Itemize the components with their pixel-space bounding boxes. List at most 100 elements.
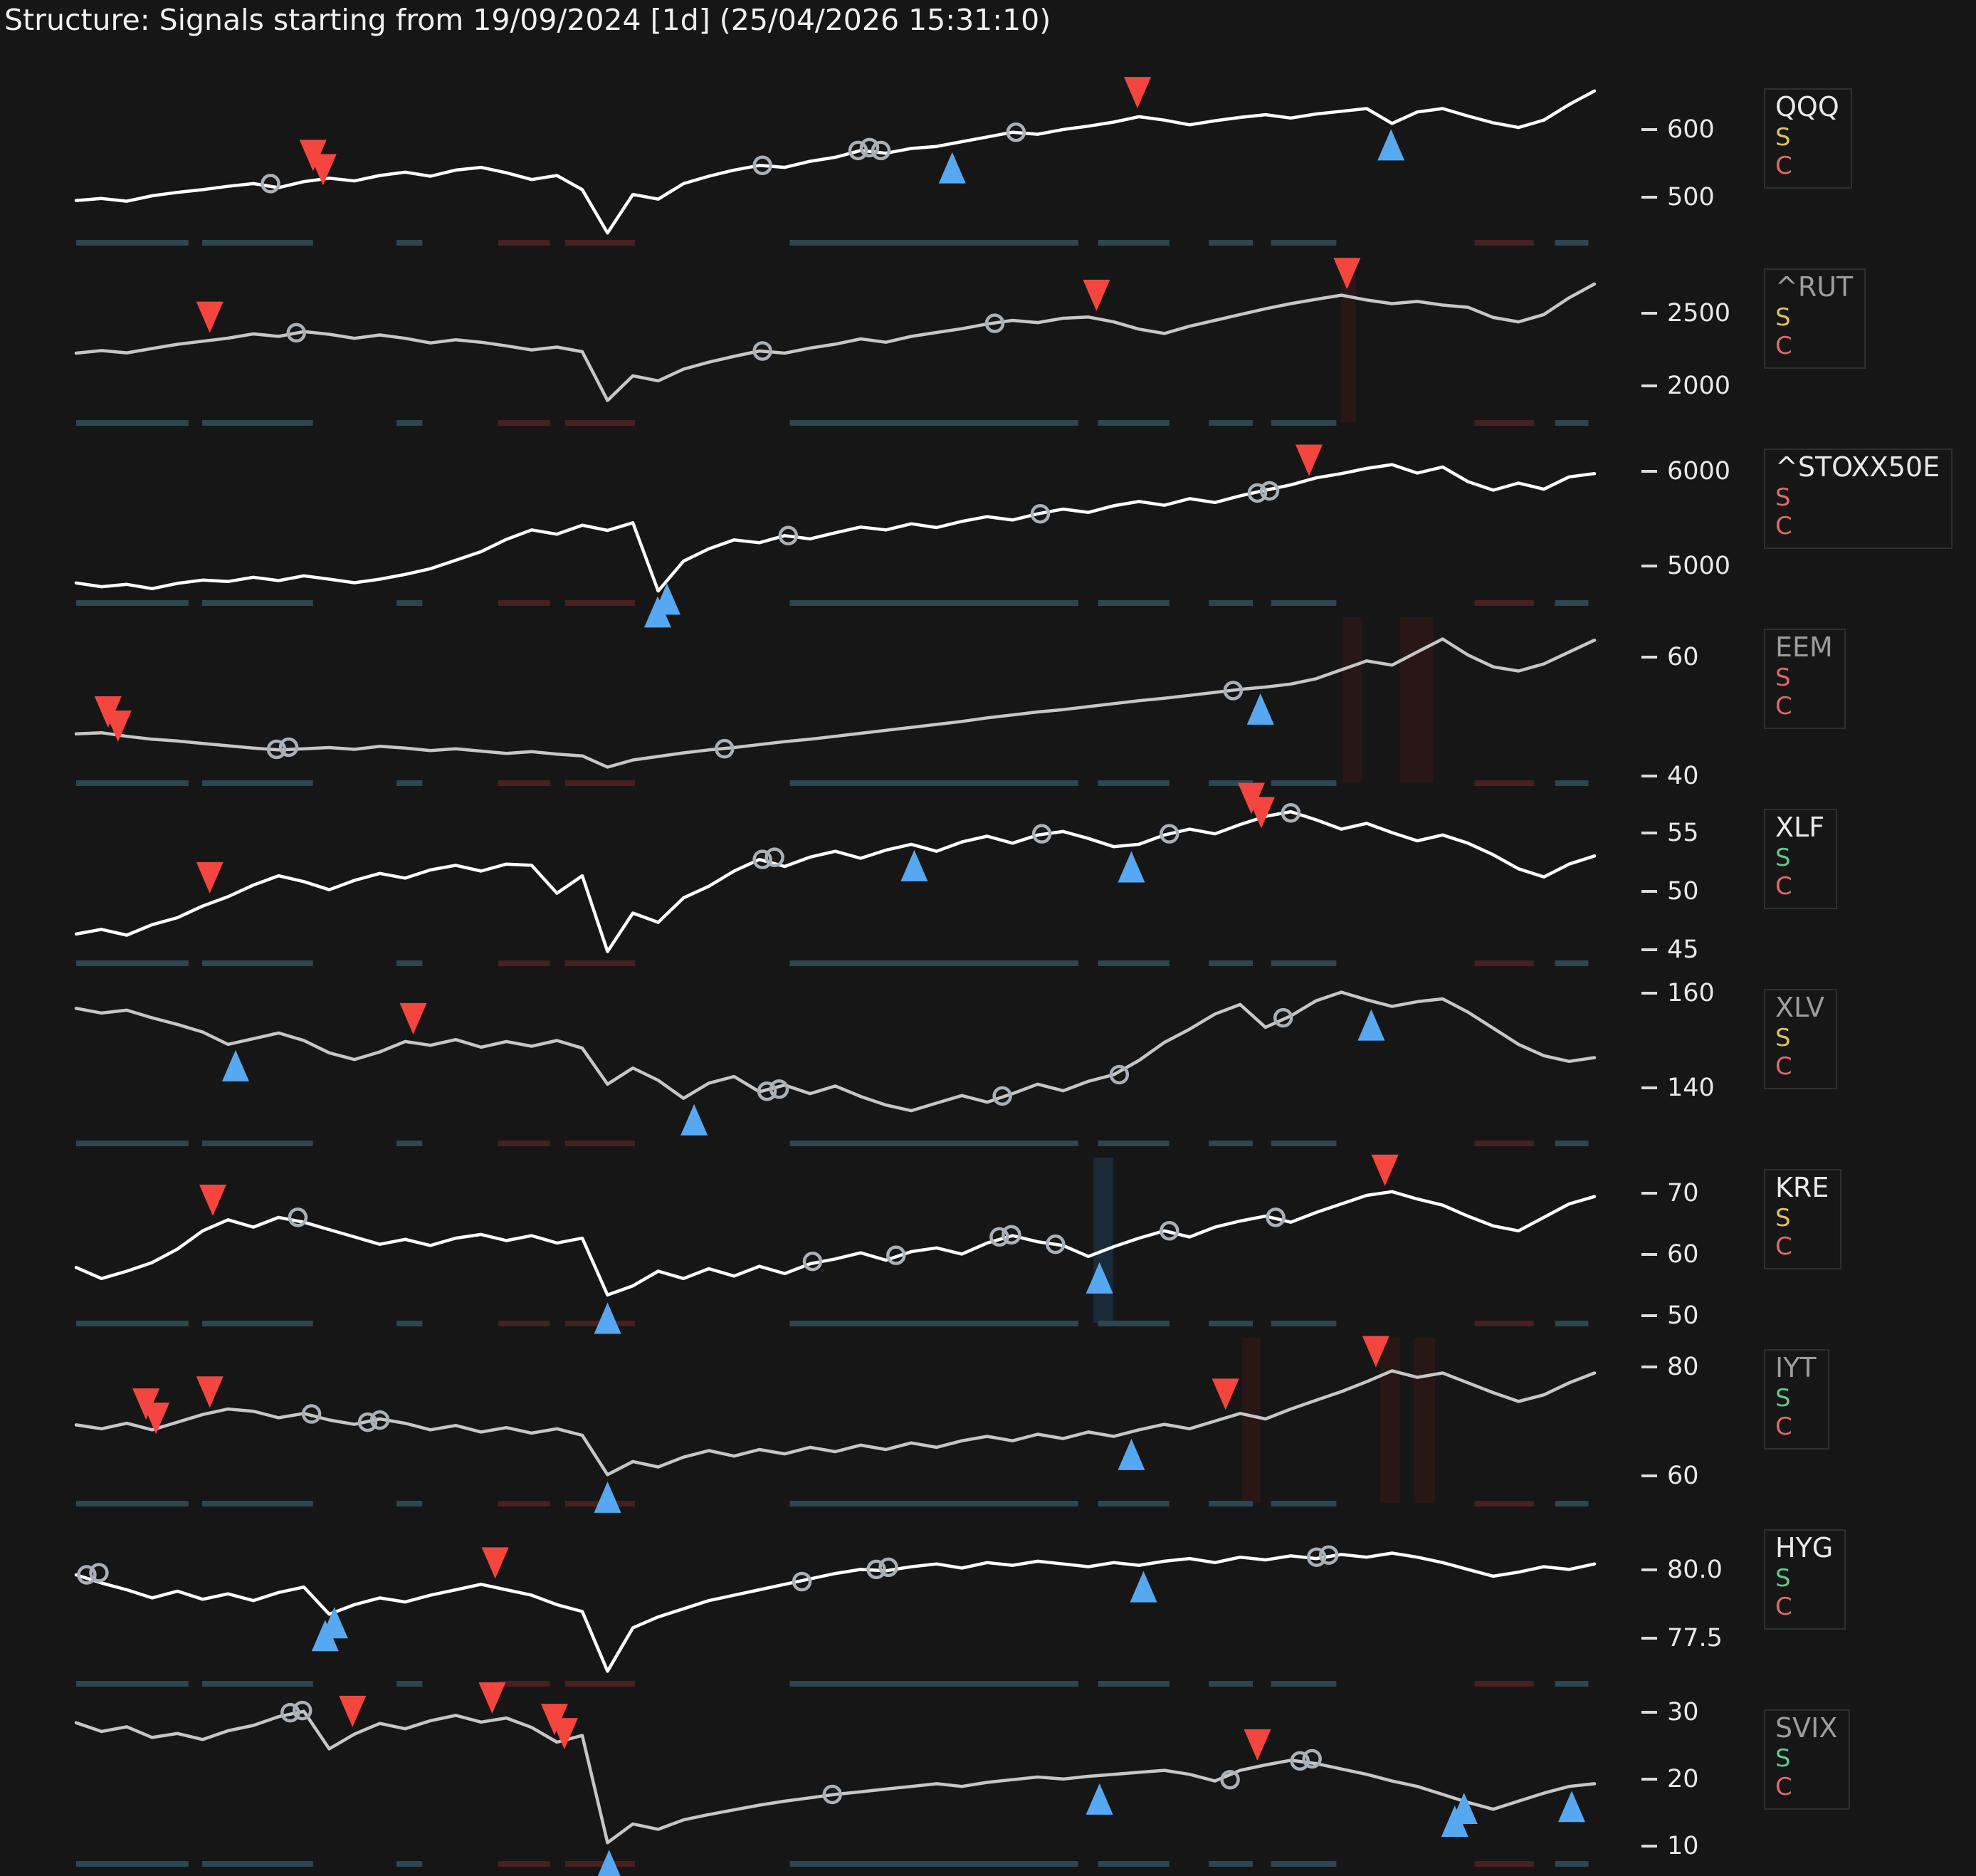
event-circle-icon [757,1081,777,1101]
y-tick-label: 80.0 [1667,1556,1723,1585]
event-circle-icon [1160,1221,1179,1241]
tick-mark [1641,565,1657,568]
y-axis-tick: 6000 [1641,457,1730,486]
y-tick-label: 2500 [1667,298,1731,327]
regime-strip-segment [202,1861,313,1867]
legend-series-c-label: C [1775,511,1792,540]
event-circle-icon [1223,681,1244,701]
chart-panel-IYT: 80 60 IYT S C [0,1308,1976,1513]
legend-series-c-label: C [1775,151,1792,180]
highlight-band [1414,1338,1436,1503]
legend-ticker-label: ^STOXX50E [1775,451,1940,483]
y-tick-label: 55 [1667,819,1699,848]
price-chart-RUT [74,257,1597,426]
sell-signal-icon [196,861,224,894]
legend-series-c-label: C [1775,691,1792,720]
buy-signal-icon [594,1302,621,1334]
regime-strip-segment [1271,240,1337,246]
tick-mark [1641,1568,1657,1572]
regime-strip-segment [564,1141,635,1146]
regime-strip-segment [1271,960,1337,966]
sell-signal-icon [199,1184,226,1216]
regime-strip-segment [76,1321,189,1326]
tick-mark [1641,127,1657,131]
regime-strip-segment [1474,240,1534,246]
y-axis-tick: 40 [1641,762,1699,790]
y-tick-label: 6000 [1667,457,1731,486]
regime-strip-segment [1555,1501,1589,1506]
event-circle-icon [369,1410,390,1430]
event-circle-icon [357,1412,378,1432]
regime-strip-segment [1098,1681,1170,1687]
regime-strip-segment [789,960,1078,966]
regime-strip-segment [1209,240,1254,246]
legend-series-c-label: C [1775,1232,1792,1261]
chart-panel-XLV: 160 140 XLV S C [0,948,1976,1146]
price-chart-XLF [74,782,1597,966]
price-line [74,282,1597,402]
legend-series-s-label: S [1775,843,1791,872]
regime-strip-segment [1098,1141,1170,1146]
tick-mark [1641,832,1657,835]
chart-panel-HYG: 80.0 77.5 HYG S C [0,1488,1976,1687]
legend-series-c-label: C [1775,1592,1792,1621]
y-axis-tick: 60 [1641,1240,1699,1269]
regime-strip-segment [76,780,189,786]
regime-strip-segment [202,600,313,606]
highlight-band [1399,617,1434,782]
tick-mark [1641,890,1657,893]
tick-mark [1641,656,1657,659]
regime-strip-segment [789,600,1078,606]
legend-RUT: ^RUT S C [1764,268,1866,370]
legend-XLV: XLV S C [1764,989,1838,1090]
legend-QQQ: QQQ S C [1764,88,1852,189]
event-circle-icon [301,1404,322,1424]
buy-signal-icon [1118,1438,1145,1470]
y-axis-tick: 50 [1641,877,1699,906]
regime-strip-segment [1209,1141,1254,1146]
legend-ticker-label: HYG [1775,1532,1834,1563]
tick-mark [1641,311,1657,315]
event-circle-icon [1031,824,1052,844]
regime-strip-segment [396,240,423,246]
sell-signal-icon [1371,1154,1399,1186]
regime-strip-segment [1098,240,1170,246]
event-circle-icon [266,739,287,760]
regime-strip-segment [1209,960,1254,966]
regime-strip-segment [202,1681,313,1687]
event-circle-icon [792,1571,812,1592]
buy-signal-icon [1377,129,1405,161]
regime-strip-segment [1474,1681,1534,1687]
legend-series-s-label: S [1775,1744,1791,1773]
event-circle-icon [278,737,299,758]
regime-strip-segment [1209,1321,1254,1326]
sell-signal-icon [339,1695,367,1727]
event-circle-icon [77,1565,97,1585]
regime-strip-segment [1271,1861,1337,1867]
event-circle-icon [1160,824,1179,844]
legend-series-s-label: S [1775,1563,1791,1593]
event-circle-icon [866,1559,886,1580]
y-tick-label: 500 [1667,182,1715,211]
regime-strip-segment [1474,1861,1534,1867]
regime-strip-segment [789,780,1078,786]
legend-series-c-label: C [1775,1772,1792,1801]
regime-strip-segment [789,1501,1078,1506]
y-tick-label: 45 [1667,935,1699,964]
y-tick-label: 600 [1667,115,1715,144]
regime-strip-segment [1474,1141,1534,1146]
event-circle-icon [871,140,891,161]
buy-signal-icon [221,1049,249,1081]
sell-signal-icon [309,154,337,186]
chart-panel-STOXX50E: 6000 5000 ^STOXX50E S C [0,407,1976,628]
price-line [74,1709,1597,1845]
regime-strip-segment [396,780,423,786]
regime-strip-segment [1098,780,1170,786]
regime-strip-segment [498,420,550,426]
y-tick-label: 20 [1667,1764,1699,1793]
event-circle-icon [1247,483,1268,503]
event-circle-icon [752,849,772,869]
buy-signal-icon [1086,1262,1113,1294]
buy-signal-icon [938,152,966,184]
regime-strip-segment [1271,1501,1337,1506]
